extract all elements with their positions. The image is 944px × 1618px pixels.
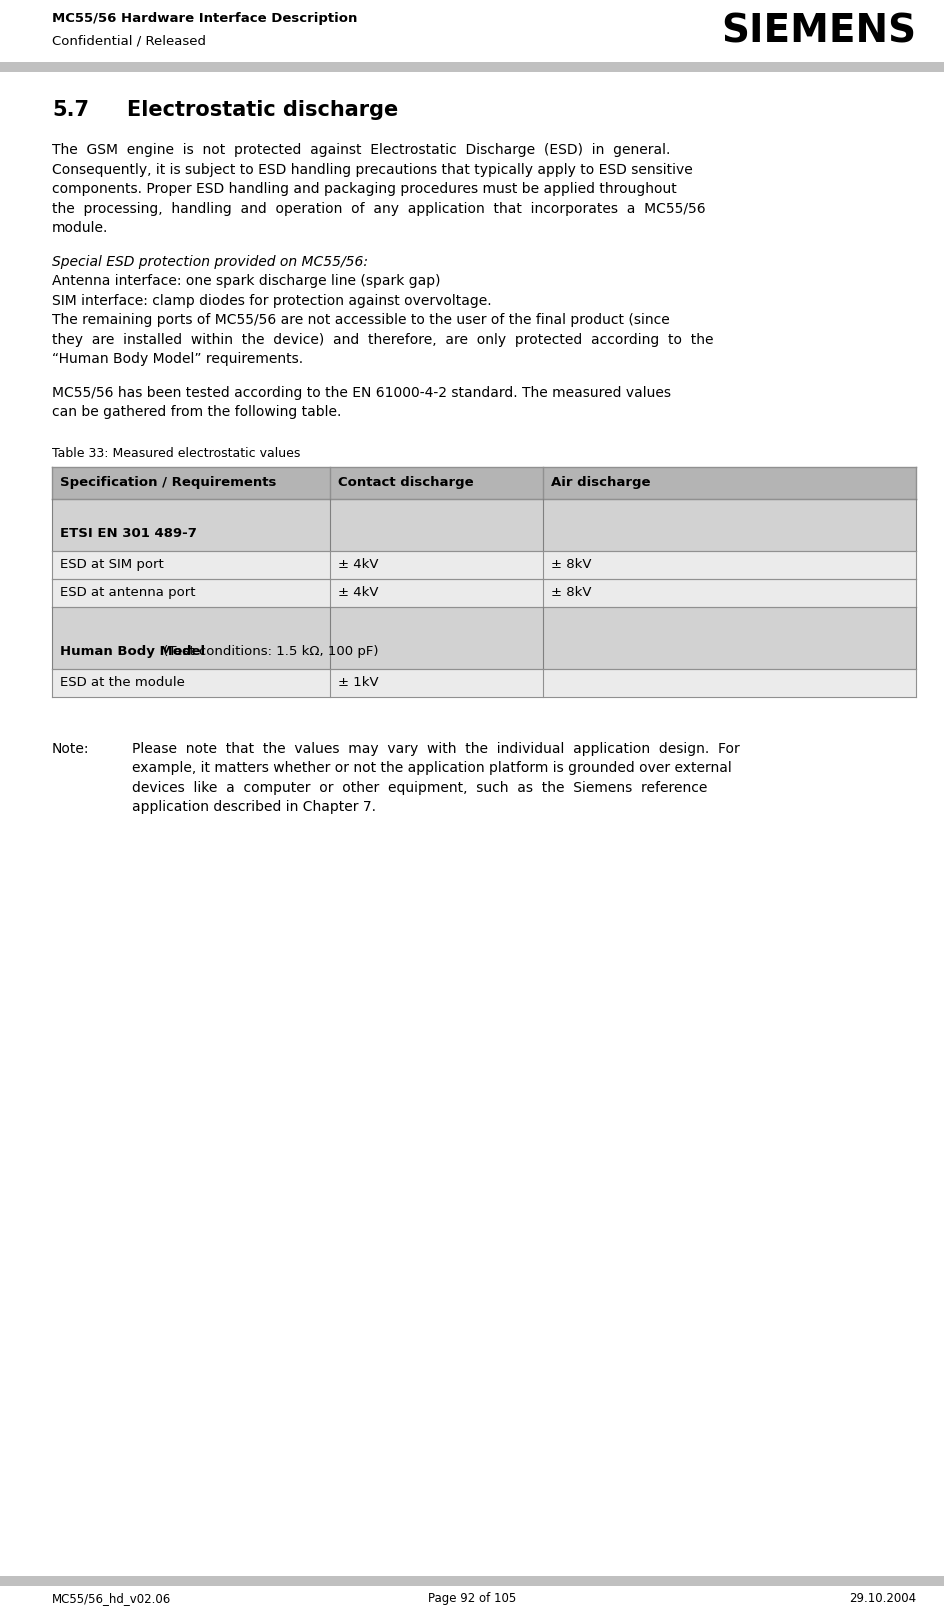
Text: Confidential / Released: Confidential / Released (52, 34, 206, 47)
Bar (52, 550, 916, 579)
Text: MC55/56 Hardware Interface Description: MC55/56 Hardware Interface Description (52, 11, 358, 24)
Text: Special ESD protection provided on MC55/56:: Special ESD protection provided on MC55/… (52, 254, 368, 269)
Text: components. Proper ESD handling and packaging procedures must be applied through: components. Proper ESD handling and pack… (52, 181, 677, 196)
Text: they  are  installed  within  the  device)  and  therefore,  are  only  protecte: they are installed within the device) an… (52, 333, 714, 346)
Text: (Test conditions: 1.5 kΩ, 100 pF): (Test conditions: 1.5 kΩ, 100 pF) (160, 644, 379, 657)
Text: Note:: Note: (52, 741, 90, 756)
Text: application described in Chapter 7.: application described in Chapter 7. (132, 799, 376, 814)
Bar (0, 61, 944, 71)
Text: ESD at the module: ESD at the module (60, 676, 185, 689)
Bar (0, 1576, 944, 1586)
Text: Electrostatic discharge: Electrostatic discharge (127, 100, 398, 120)
Text: Please  note  that  the  values  may  vary  with  the  individual  application  : Please note that the values may vary wit… (132, 741, 740, 756)
Bar (52, 607, 916, 668)
Text: ESD at SIM port: ESD at SIM port (60, 558, 163, 571)
Text: module.: module. (52, 222, 109, 235)
Text: MC55/56 has been tested according to the EN 61000-4-2 standard. The measured val: MC55/56 has been tested according to the… (52, 385, 671, 400)
Bar (52, 579, 916, 607)
Text: Air discharge: Air discharge (551, 476, 650, 489)
Text: ± 1kV: ± 1kV (338, 676, 379, 689)
Text: can be gathered from the following table.: can be gathered from the following table… (52, 404, 342, 419)
Text: Contact discharge: Contact discharge (338, 476, 474, 489)
Text: ± 4kV: ± 4kV (338, 558, 379, 571)
Text: Specification / Requirements: Specification / Requirements (60, 476, 277, 489)
Text: The  GSM  engine  is  not  protected  against  Electrostatic  Discharge  (ESD)  : The GSM engine is not protected against … (52, 142, 670, 157)
Text: ± 8kV: ± 8kV (551, 586, 592, 599)
Text: ETSI EN 301 489-7: ETSI EN 301 489-7 (60, 526, 197, 539)
Text: ± 8kV: ± 8kV (551, 558, 592, 571)
Text: The remaining ports of MC55/56 are not accessible to the user of the final produ: The remaining ports of MC55/56 are not a… (52, 312, 669, 327)
Text: “Human Body Model” requirements.: “Human Body Model” requirements. (52, 353, 303, 366)
Text: ESD at antenna port: ESD at antenna port (60, 586, 195, 599)
Bar (52, 498, 916, 550)
Text: SIM interface: clamp diodes for protection against overvoltage.: SIM interface: clamp diodes for protecti… (52, 293, 492, 307)
Text: SIEMENS: SIEMENS (721, 11, 916, 50)
Text: ± 4kV: ± 4kV (338, 586, 379, 599)
Text: 5.7: 5.7 (52, 100, 89, 120)
Text: devices  like  a  computer  or  other  equipment,  such  as  the  Siemens  refer: devices like a computer or other equipme… (132, 780, 707, 794)
Text: Page 92 of 105: Page 92 of 105 (428, 1592, 516, 1605)
Text: Human Body Model: Human Body Model (60, 644, 205, 657)
Bar (52, 466, 916, 498)
Text: Table 33: Measured electrostatic values: Table 33: Measured electrostatic values (52, 447, 300, 460)
Text: the  processing,  handling  and  operation  of  any  application  that  incorpor: the processing, handling and operation o… (52, 202, 705, 215)
Text: MC55/56_hd_v02.06: MC55/56_hd_v02.06 (52, 1592, 171, 1605)
Text: 29.10.2004: 29.10.2004 (849, 1592, 916, 1605)
Bar (52, 668, 916, 696)
Text: Consequently, it is subject to ESD handling precautions that typically apply to : Consequently, it is subject to ESD handl… (52, 162, 693, 176)
Text: example, it matters whether or not the application platform is grounded over ext: example, it matters whether or not the a… (132, 760, 732, 775)
Text: Antenna interface: one spark discharge line (spark gap): Antenna interface: one spark discharge l… (52, 273, 441, 288)
